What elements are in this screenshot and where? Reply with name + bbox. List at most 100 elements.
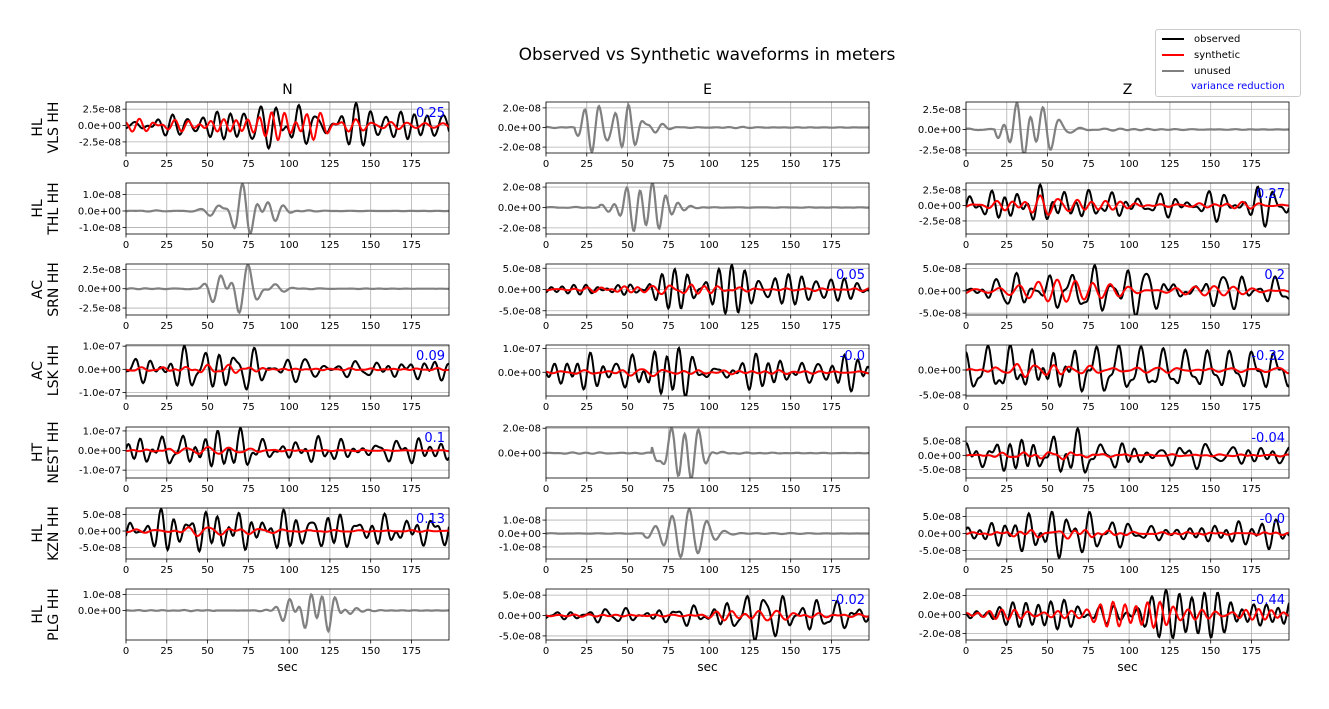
synthetic-trace [126, 363, 449, 374]
x-tick-label: 100 [1120, 565, 1139, 576]
synthetic-trace [126, 526, 449, 538]
x-tick-label: 150 [361, 484, 380, 495]
legend-label-variance-reduction: variance reduction [1191, 80, 1285, 92]
x-tick-label: 175 [402, 159, 421, 170]
panel-frame [545, 344, 870, 397]
x-tick-label: 150 [781, 240, 800, 251]
y-tick-label: -1.0e-07 [79, 466, 121, 477]
x-tick-label: 50 [1041, 484, 1054, 495]
y-tick-label: 0.0e+00 [498, 449, 541, 460]
observed-trace [966, 183, 1289, 228]
x-tick-label: 100 [280, 402, 299, 413]
figure-title: Observed vs Synthetic waveforms in meter… [519, 45, 896, 65]
y-tick-label: 0.0e+00 [498, 529, 541, 540]
y-tick-label: 0.0e+00 [78, 606, 121, 617]
x-tick-label: 75 [662, 565, 675, 576]
x-tick-label: 175 [822, 646, 841, 657]
y-tick-label: 1.0e-08 [83, 590, 121, 601]
x-tick-label: 75 [242, 484, 255, 495]
variance-reduction-label: -0.32 [1251, 349, 1285, 364]
y-tick-label: 0.0e+00 [918, 201, 961, 212]
station-network-label: HL [30, 199, 46, 218]
synthetic-trace [546, 609, 869, 622]
trace-group [126, 345, 449, 391]
x-tick-label: 0 [123, 646, 129, 657]
trace-group [126, 508, 449, 554]
x-tick-label: 125 [320, 159, 339, 170]
legend-swatch-synthetic [1162, 54, 1184, 56]
x-tick-label: 175 [822, 484, 841, 495]
x-tick-label: 75 [242, 159, 255, 170]
station-name-label: NEST HH [46, 421, 62, 483]
station-network-label: HL [30, 118, 46, 137]
legend-entry-observed: observed [1162, 32, 1240, 46]
legend-label-observed: observed [1194, 33, 1241, 45]
y-tick-label: -1.0e-07 [79, 388, 121, 399]
x-tick-label: 100 [700, 159, 719, 170]
x-tick-label: 150 [361, 159, 380, 170]
x-tick-label: 75 [242, 565, 255, 576]
panel-n-3: 0 25 50 75 100 125 150 175 1.0e-07 0.0e+00 -1.0e-0… [30, 342, 450, 413]
x-tick-label: 25 [1000, 240, 1013, 251]
y-tick-label: 0.0e+00 [498, 203, 541, 214]
variance-reduction-label: -0.44 [1251, 593, 1285, 608]
observed-trace [966, 345, 1289, 393]
x-axis-label: sec [1117, 660, 1137, 674]
panel-frame [125, 182, 450, 235]
x-tick-label: 150 [781, 159, 800, 170]
panel-e-1: 0 25 50 75 100 125 150 175 2.0e-08 0.0e+00 -2.0e-0… [498, 183, 870, 251]
variance-reduction-label: -0.0 [1260, 512, 1285, 527]
x-tick-label: 100 [1120, 240, 1139, 251]
x-tick-label: 150 [361, 321, 380, 332]
y-tick-label: 5.0e-08 [923, 264, 961, 275]
y-tick-label: 0.0e+00 [78, 284, 121, 295]
column-title-n: N [282, 82, 292, 98]
synthetic-trace [546, 368, 869, 378]
station-network-label: AC [30, 361, 46, 380]
x-tick-label: 0 [123, 159, 129, 170]
x-tick-label: 175 [402, 646, 421, 657]
trace-group [546, 427, 869, 478]
x-tick-label: 75 [242, 321, 255, 332]
x-tick-label: 0 [963, 321, 969, 332]
panel-e-0: 0 25 50 75 100 125 150 175 2.0e-08 0.0e+00 -2.0e-0… [498, 82, 870, 170]
x-tick-label: 125 [320, 240, 339, 251]
trace-group [966, 264, 1289, 315]
trace-group [126, 102, 449, 151]
variance-reduction-label: 0.13 [416, 512, 445, 527]
station-network-label: HL [30, 605, 46, 624]
station-name-label: THL HH [46, 182, 62, 235]
x-tick-label: 100 [700, 565, 719, 576]
synthetic-trace [966, 278, 1289, 303]
panel-frame [125, 263, 450, 316]
panel-z-1: 0 25 50 75 100 125 150 175 2.5e-08 0.0e+00 -2.5e-0… [918, 182, 1290, 251]
x-tick-label: 50 [201, 402, 214, 413]
y-tick-label: 1.0e-08 [503, 516, 541, 527]
trace-group [966, 510, 1289, 559]
y-tick-label: 1.0e-07 [83, 426, 121, 437]
y-tick-label: 0.0e+00 [918, 529, 961, 540]
x-tick-label: 50 [201, 484, 214, 495]
panel-frame [965, 344, 1290, 397]
x-tick-label: 150 [1201, 321, 1220, 332]
y-tick-label: -5.0e-08 [499, 306, 541, 317]
x-tick-label: 25 [160, 565, 173, 576]
observed-trace [126, 345, 449, 391]
unused-trace [546, 427, 869, 478]
unused-trace [126, 183, 449, 234]
y-tick-label: -5.0e-08 [919, 309, 961, 320]
legend-swatch-observed [1162, 38, 1184, 40]
variance-reduction-label: -0.04 [1251, 431, 1285, 446]
panel-frame [125, 101, 450, 154]
x-tick-label: 25 [160, 402, 173, 413]
panel-z-5: 0 25 50 75 100 125 150 175 5.0e-08 0.0e+00 -5.0e-0… [918, 507, 1290, 576]
x-tick-label: 100 [700, 321, 719, 332]
x-tick-label: 50 [201, 646, 214, 657]
x-axis-label: sec [697, 660, 717, 674]
panel-frame [965, 182, 1290, 235]
y-tick-label: 5.0e-08 [923, 437, 961, 448]
x-tick-label: 0 [123, 402, 129, 413]
x-tick-label: 0 [543, 240, 549, 251]
x-tick-label: 25 [1000, 646, 1013, 657]
panel-frame [125, 507, 450, 560]
